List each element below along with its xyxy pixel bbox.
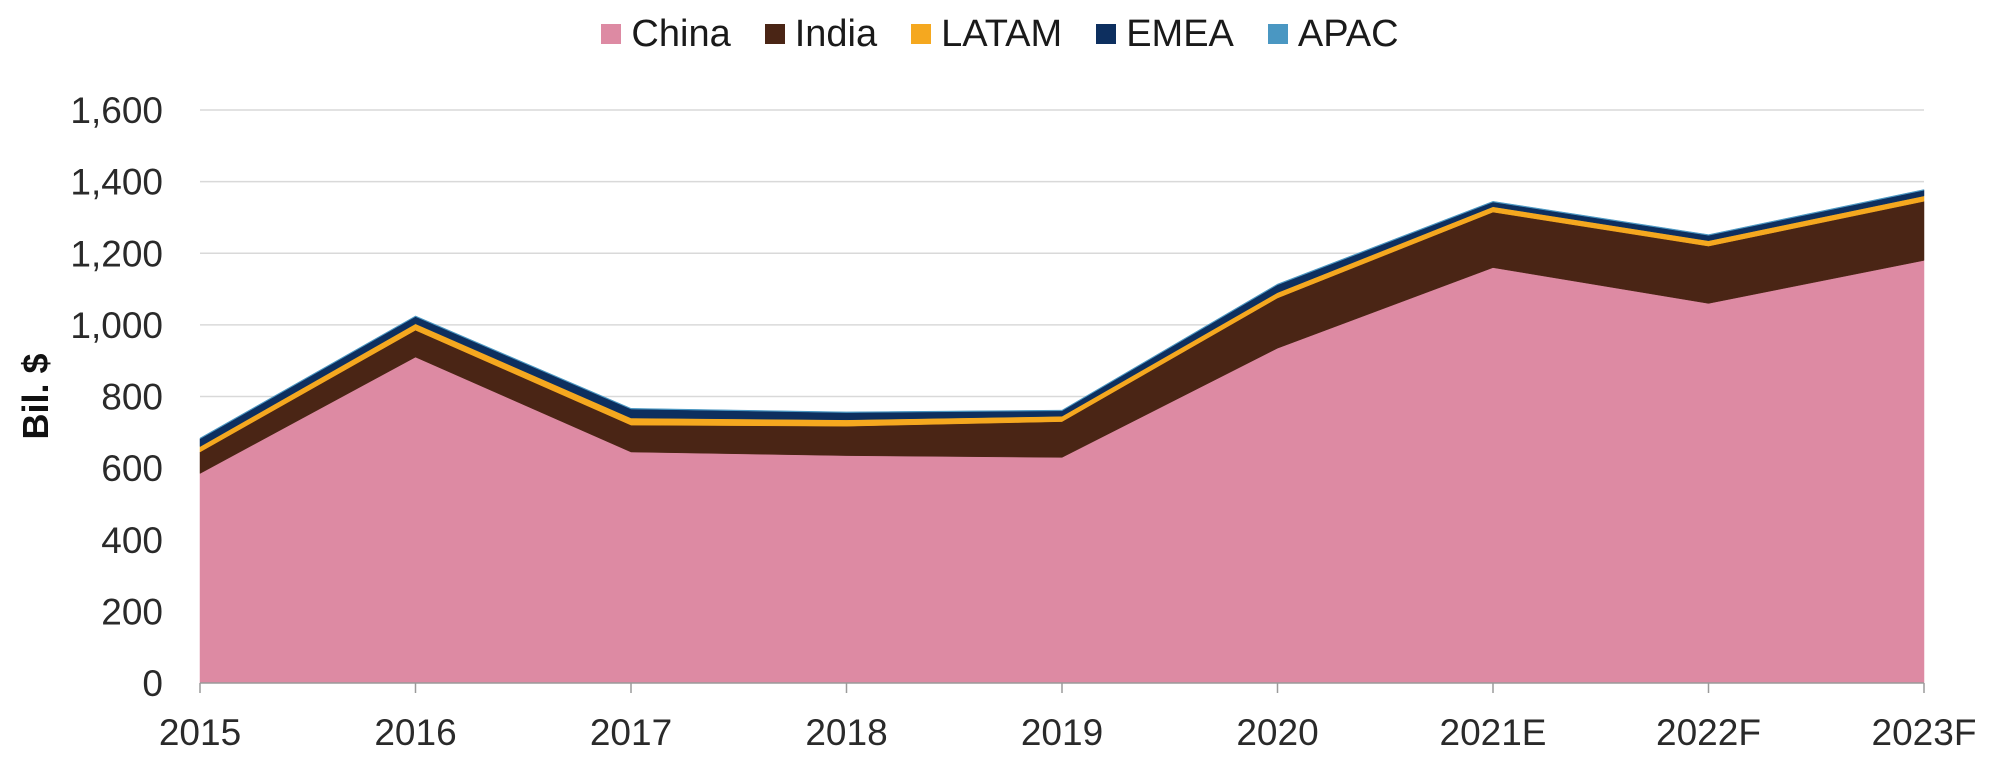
- legend: China India LATAM EMEA APAC: [0, 6, 2000, 62]
- y-tick-label: 1,200: [70, 233, 163, 274]
- legend-item-latam: LATAM: [911, 6, 1062, 62]
- legend-swatch: [911, 24, 932, 44]
- x-tick-label: 2020: [1236, 712, 1318, 753]
- y-tick-label: 600: [101, 448, 163, 489]
- y-tick-label: 800: [101, 377, 163, 418]
- legend-swatch: [1096, 24, 1117, 44]
- legend-label: China: [631, 13, 731, 55]
- x-tick-label: 2015: [159, 712, 241, 753]
- y-tick-label: 200: [101, 591, 163, 632]
- y-tick-label: 1,000: [70, 305, 163, 346]
- x-tick-label: 2019: [1021, 712, 1103, 753]
- area-series-china: [199, 260, 1925, 684]
- legend-swatch: [1267, 24, 1288, 44]
- legend-item-apac: APAC: [1267, 6, 1399, 62]
- legend-swatch: [764, 24, 785, 44]
- y-tick-label: 400: [101, 520, 163, 561]
- y-tick-label: 0: [142, 663, 163, 704]
- x-tick-label: 2017: [590, 712, 672, 753]
- legend-label: LATAM: [941, 13, 1063, 55]
- legend-item-china: China: [601, 6, 731, 62]
- x-tick-label: 2022F: [1656, 712, 1761, 753]
- x-tick-label: 2021E: [1440, 712, 1547, 753]
- y-axis-title: Bil. $: [15, 353, 56, 439]
- legend-item-emea: EMEA: [1096, 6, 1234, 62]
- legend-item-india: India: [764, 6, 878, 62]
- x-tick-label: 2016: [374, 712, 456, 753]
- x-tick-label: 2023F: [1872, 712, 1977, 753]
- y-tick-label: 1,400: [70, 162, 163, 203]
- area-series-apac: [199, 189, 1925, 440]
- legend-swatch: [601, 24, 622, 44]
- legend-label: India: [794, 13, 878, 55]
- legend-label: EMEA: [1126, 13, 1234, 55]
- y-tick-label: 1,600: [70, 90, 163, 131]
- legend-label: APAC: [1297, 13, 1399, 55]
- x-tick-label: 2018: [805, 712, 887, 753]
